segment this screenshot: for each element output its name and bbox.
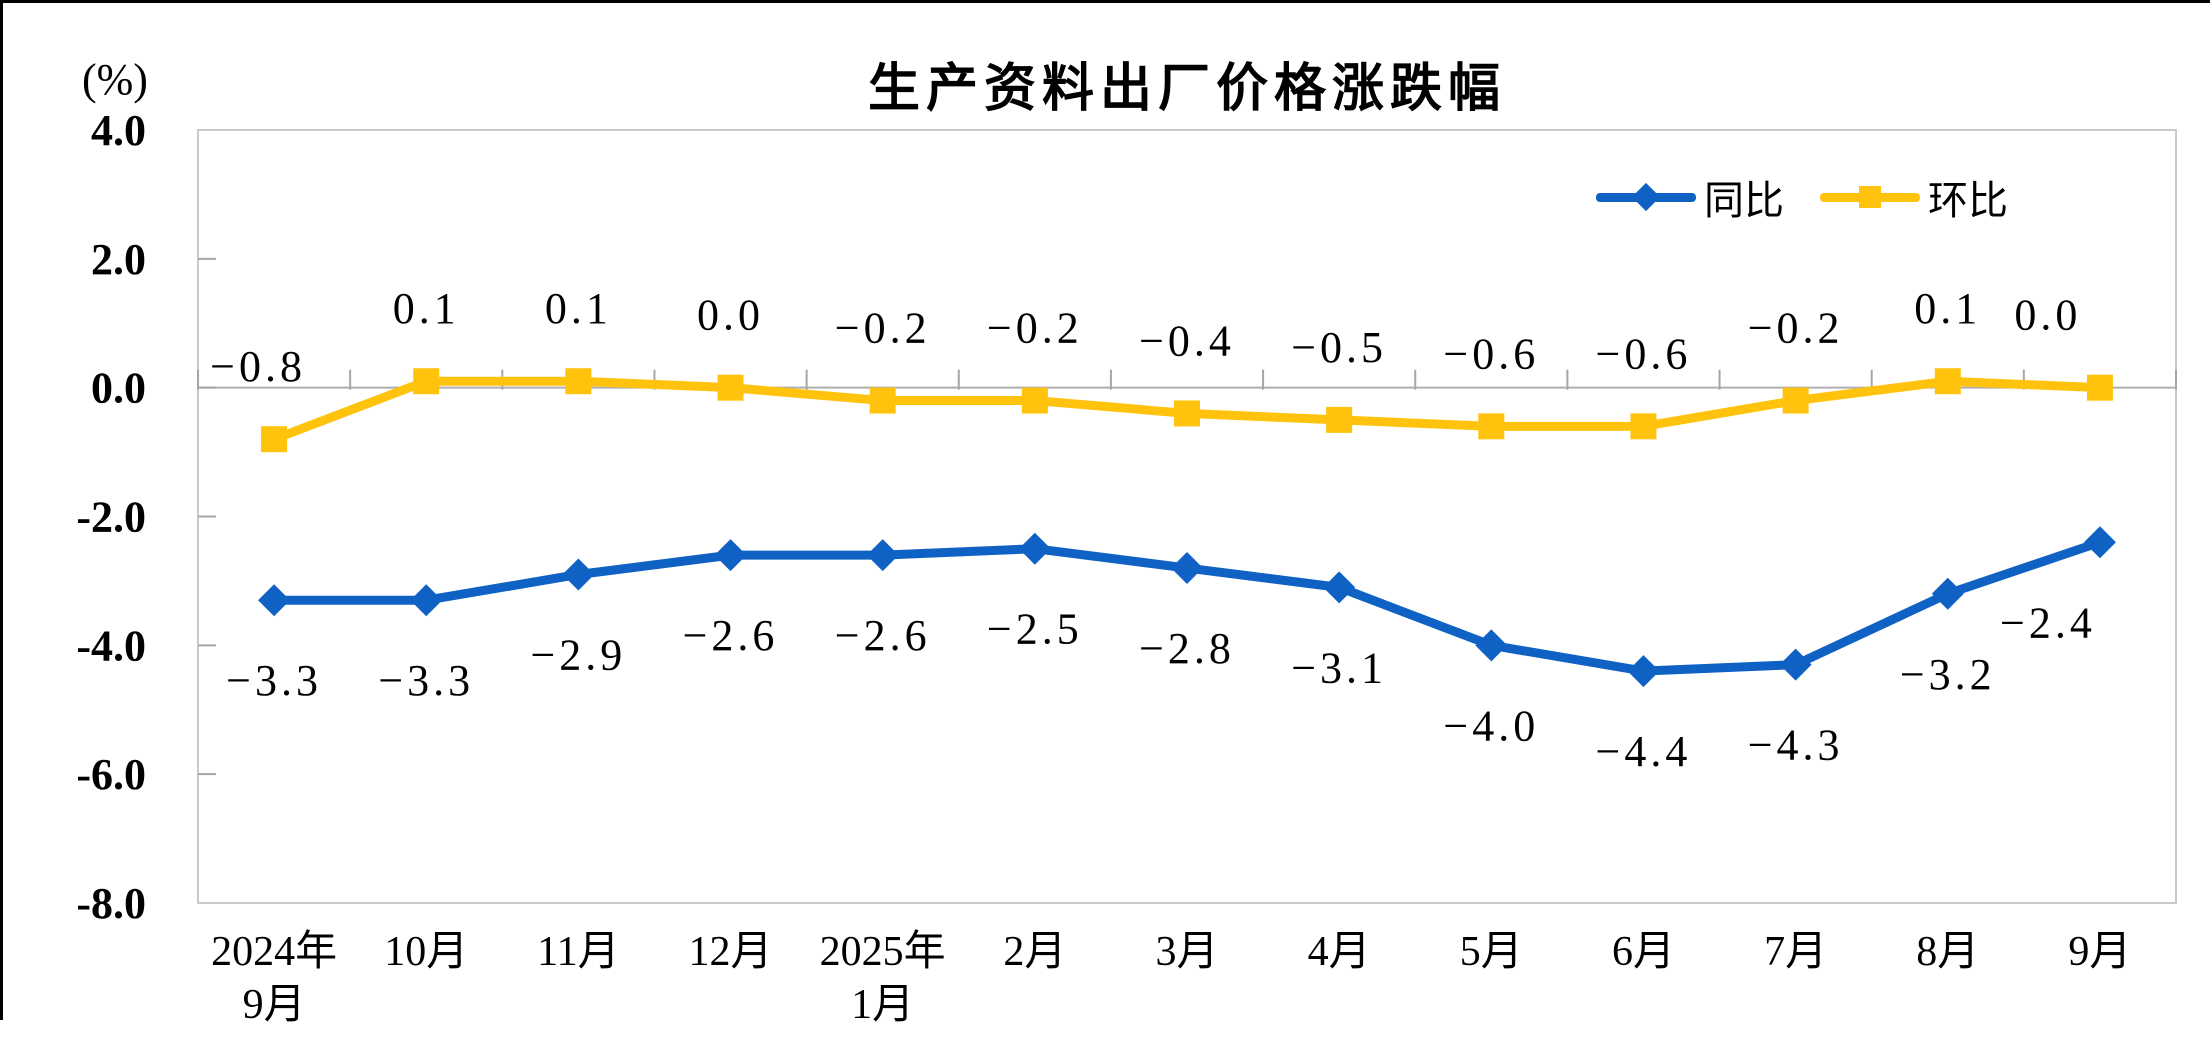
legend-item-tongbi: 同比 [1596, 168, 1784, 226]
square-marker-icon [565, 368, 592, 395]
square-marker-icon [413, 368, 440, 395]
x-tick-label: 7月 [1764, 929, 1827, 975]
legend-line-sample [1820, 186, 1920, 208]
legend-item-huanbi: 环比 [1820, 168, 2008, 226]
image-left-border [0, 0, 3, 1020]
diamond-marker-icon [1931, 577, 1964, 610]
square-marker-icon [1934, 368, 1961, 395]
diamond-marker-icon [714, 539, 747, 572]
x-tick-label: 5月 [1460, 929, 1523, 975]
data-label: −4.3 [1748, 721, 1844, 770]
data-label: −3.3 [226, 656, 322, 705]
x-tick-label: 1月 [851, 982, 914, 1028]
square-marker-icon [1478, 413, 1505, 440]
y-tick-label: 2.0 [91, 235, 146, 284]
x-tick-label: 12月 [689, 929, 773, 975]
diamond-marker-icon [1627, 655, 1660, 688]
data-label: −0.2 [835, 304, 931, 353]
data-label: 0.1 [393, 284, 460, 333]
y-tick-label: -4.0 [76, 621, 146, 670]
square-marker-icon [1630, 413, 1657, 440]
diamond-marker-icon [1018, 532, 1051, 565]
data-label: −3.2 [1900, 650, 1996, 699]
x-tick-label: 3月 [1155, 929, 1218, 975]
square-marker-icon [261, 426, 288, 453]
data-label: −0.2 [1748, 304, 1844, 353]
x-tick-label: 2025年 [820, 928, 946, 975]
y-tick-label: -2.0 [76, 493, 146, 542]
square-marker-icon [869, 387, 896, 414]
data-label: −3.3 [378, 656, 474, 705]
x-tick-label: 2024年 [211, 928, 337, 975]
x-tick-label: 8月 [1916, 929, 1979, 975]
diamond-marker-icon [410, 584, 443, 617]
legend-line-sample [1596, 182, 1696, 212]
data-label: 0.1 [545, 284, 612, 333]
y-tick-label: 4.0 [91, 106, 146, 155]
data-label: −2.6 [683, 611, 779, 660]
data-label: 0.0 [2014, 291, 2081, 340]
data-label: −2.5 [987, 605, 1083, 654]
data-label: −0.6 [1443, 329, 1539, 378]
diamond-marker-icon [1475, 629, 1508, 662]
diamond-marker-icon [258, 584, 291, 617]
square-marker-icon [717, 374, 744, 401]
data-label: 0.0 [697, 291, 764, 340]
diamond-marker-icon [1171, 552, 1203, 585]
x-tick-label: 6月 [1612, 929, 1675, 975]
data-label: −0.4 [1139, 316, 1235, 365]
data-label: −2.4 [2000, 598, 2096, 647]
y-tick-label: -8.0 [76, 879, 146, 928]
square-marker-icon [2086, 374, 2113, 401]
y-axis-unit-label: (%) [82, 55, 148, 104]
square-marker-icon [1021, 387, 1048, 414]
square-marker-icon [1859, 186, 1881, 208]
data-label: −2.8 [1139, 624, 1235, 673]
chart-title: 生产资料出厂价格涨跌幅 [867, 59, 1506, 119]
diamond-marker-icon [562, 558, 595, 591]
data-label: −0.2 [987, 304, 1083, 353]
data-label: −0.5 [1291, 323, 1387, 372]
data-label: −0.6 [1596, 329, 1692, 378]
data-label: −2.9 [530, 630, 626, 679]
plot-border [197, 129, 2177, 904]
legend-label: 环比 [1928, 178, 2008, 224]
x-tick-label: 4月 [1308, 929, 1371, 975]
x-tick-label: 2月 [1003, 929, 1066, 975]
data-label: −3.1 [1291, 643, 1387, 692]
diamond-marker-icon [1779, 648, 1812, 681]
square-marker-icon [1782, 387, 1809, 414]
data-label: −2.6 [835, 611, 931, 660]
x-tick-label: 9月 [2068, 929, 2131, 975]
legend: 同比 环比 [1596, 168, 2008, 226]
diamond-marker-icon [866, 539, 899, 572]
x-tick-label: 11月 [537, 929, 619, 975]
y-tick-label: 0.0 [91, 364, 146, 413]
x-tick-label: 9月 [243, 982, 306, 1028]
x-tick-label: 10月 [384, 929, 468, 975]
diamond-marker-icon [1631, 182, 1661, 212]
image-top-border [0, 0, 2210, 3]
square-marker-icon [1174, 400, 1200, 427]
data-label: 0.1 [1914, 284, 1981, 333]
data-label: −4.4 [1596, 727, 1692, 776]
legend-label: 同比 [1704, 178, 1784, 224]
diamond-marker-icon [2083, 526, 2116, 559]
data-label: −4.0 [1443, 701, 1539, 750]
y-tick-label: -6.0 [76, 750, 146, 799]
square-marker-icon [1326, 406, 1353, 433]
diamond-marker-icon [1323, 571, 1356, 604]
data-label: −0.8 [210, 342, 306, 391]
